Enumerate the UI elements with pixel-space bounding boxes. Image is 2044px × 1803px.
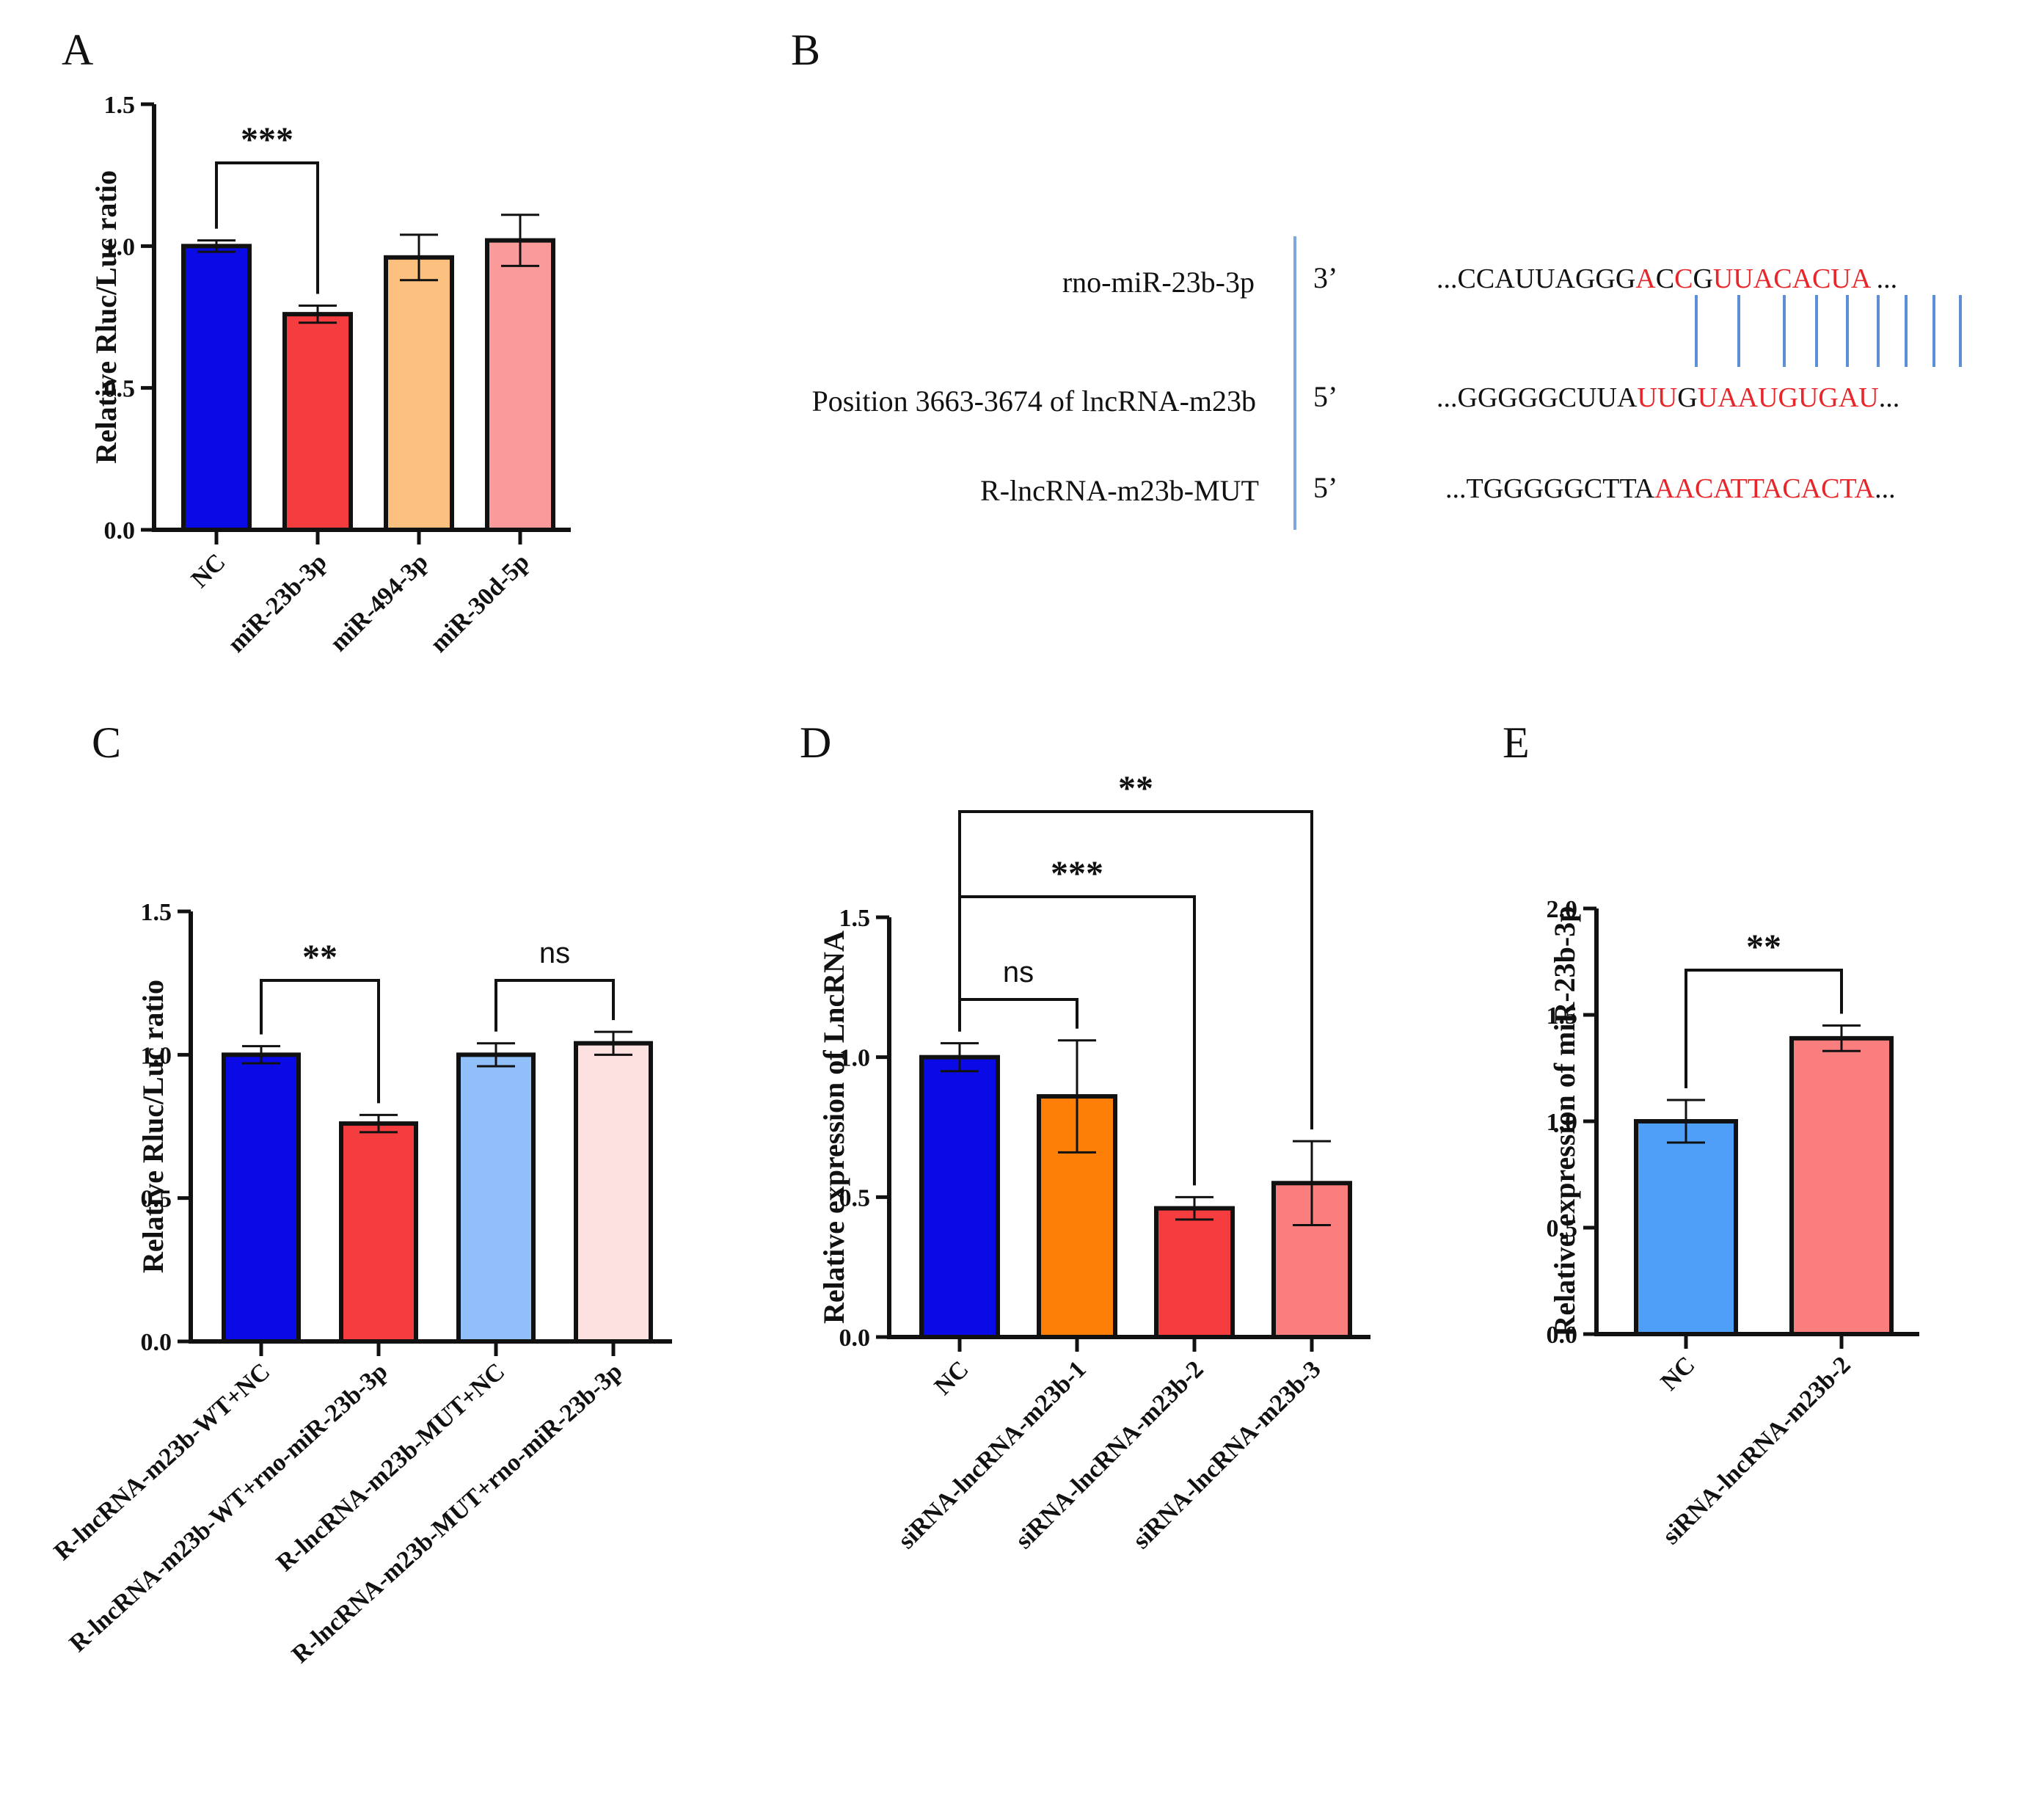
panel-letter-e: E [1503, 718, 1530, 767]
seq-label-mut: R-lncRNA-m23b-MUT [980, 474, 1259, 507]
bar [919, 1055, 1000, 1339]
y-tick-label: 1.5 [141, 899, 172, 926]
significance-bracket [958, 810, 1313, 1130]
x-tick-label: miR-23b-3p [223, 548, 332, 658]
significance-bracket [260, 979, 380, 1104]
bar [1154, 1206, 1235, 1339]
y-tick-label: 0.5 [1547, 1215, 1578, 1242]
y-tick-label: 0.5 [104, 376, 136, 403]
bar [222, 1052, 301, 1344]
significance-bracket [958, 998, 1078, 1032]
seq-mirna: ...CCAUUAGGGACCGUUACACUA ... [1437, 263, 1897, 294]
x-tick-label: miR-494-3p [325, 548, 434, 657]
y-tick-label: 2.0 [1547, 896, 1578, 923]
panel-letter-d: D [800, 718, 831, 767]
x-tick-label: siRNA-lncRNA-m23b-1 [893, 1355, 1092, 1554]
y-tick-label: 0.0 [141, 1329, 172, 1356]
bar [485, 238, 555, 532]
y-axis-label: Relative expression of LncRNA [817, 930, 850, 1324]
y-tick-label: 0.0 [839, 1325, 871, 1352]
y-axis-label: Relative Rluc/Luc ratio [136, 980, 169, 1273]
panel-letter-c: C [92, 718, 121, 767]
significance-bracket [215, 161, 319, 294]
seq-end-lncrna: 5’ [1313, 380, 1337, 413]
x-tick-label: NC [186, 548, 231, 593]
x-tick-label: miR-30d-5p [426, 548, 535, 658]
seq-end-mirna: 3’ [1313, 261, 1337, 294]
chart-c: 0.0 0.5 1.0 1.5 Relative Rluc/Luc ratio R-lnc… [49, 899, 672, 1669]
y-tick-label: 1.5 [104, 92, 136, 119]
x-tick-label: siRNA-lncRNA-m23b-2 [1010, 1355, 1209, 1554]
significance-label: ns [1003, 956, 1034, 988]
seq-label-lncrna: Position 3663-3674 of lncRNA-m23b [811, 385, 1256, 418]
bar [456, 1052, 536, 1344]
y-tick-label: 0.5 [839, 1184, 871, 1212]
bar [384, 255, 454, 532]
significance-label: ** [1746, 928, 1781, 966]
y-tick-label: 0.5 [141, 1186, 172, 1213]
bar [1634, 1119, 1738, 1336]
significance-label: ns [539, 937, 570, 969]
significance-label: *** [1051, 854, 1103, 893]
y-tick-label: 1.0 [839, 1045, 871, 1072]
sequence-alignment: rno-miR-23b-3p 3’ ...CCAUUAGGGACCGUUACAC… [811, 236, 1962, 530]
significance-label: ** [302, 938, 337, 977]
base-pair-lines [1695, 295, 1962, 367]
significance-label: *** [241, 120, 293, 159]
significance-label: ** [1118, 769, 1153, 808]
seq-mut: ...TGGGGGCTTAAACATTACACTA... [1445, 473, 1896, 504]
x-tick-label: NC [1656, 1351, 1701, 1396]
seq-lncrna: ...GGGGGCUUAUUGUAAUGUGAU... [1437, 382, 1899, 413]
seq-label-mirna: rno-miR-23b-3p [1062, 266, 1255, 299]
bar [1789, 1035, 1894, 1337]
bar [181, 244, 252, 532]
x-tick-label: siRNA-lncRNA-m23b-3 [1128, 1355, 1326, 1554]
bar [282, 312, 353, 532]
bar [574, 1041, 653, 1344]
y-axis-label: Relative expression of miR-23b-3p [1548, 906, 1581, 1337]
y-tick-label: 1.5 [1547, 1002, 1578, 1030]
panel-letter-b: B [791, 26, 820, 74]
y-tick-label: 0.0 [1547, 1322, 1578, 1349]
x-tick-label: R-lncRNA-m23b-WT+NC [49, 1358, 276, 1565]
bar [339, 1121, 418, 1344]
y-axis-label: Relative Rluc/Luc ratio [90, 170, 123, 464]
x-tick-label: R-lncRNA-m23b-MUT+NC [271, 1358, 510, 1576]
seq-end-mut: 5’ [1313, 471, 1337, 504]
y-tick-label: 1.0 [104, 233, 136, 261]
y-tick-label: 0.0 [104, 517, 136, 544]
y-tick-label: 1.5 [839, 905, 871, 932]
y-tick-label: 1.0 [1547, 1109, 1578, 1136]
y-tick-label: 1.0 [141, 1042, 172, 1069]
significance-bracket [1685, 969, 1843, 1088]
panel-letter-a: A [62, 26, 93, 74]
x-tick-label: NC [930, 1355, 974, 1400]
significance-bracket [494, 979, 615, 1032]
